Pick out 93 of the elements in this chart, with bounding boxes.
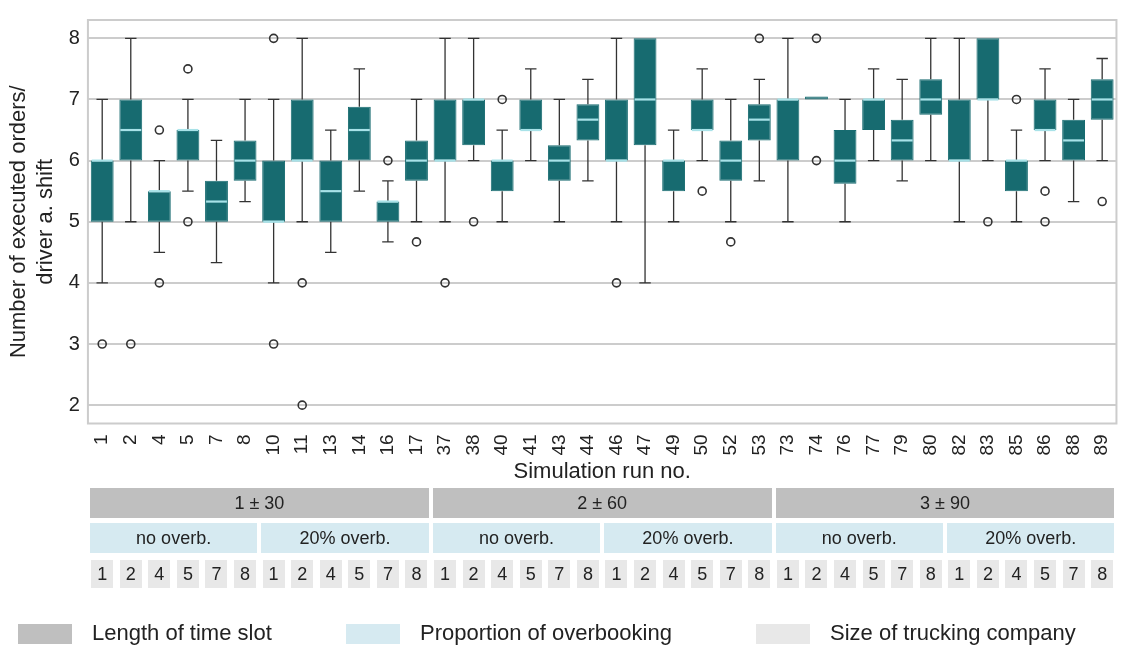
text: 4: [834, 560, 857, 588]
x-tick-label: 73: [776, 434, 798, 456]
text: 8: [234, 560, 257, 588]
x-tick-label: 50: [690, 434, 712, 456]
x-tick-label: 76: [833, 434, 855, 456]
x-tick-label: 41: [519, 434, 540, 456]
text: 20% overb.: [947, 523, 1115, 553]
x-tick-label: 13: [319, 434, 341, 456]
y-tick-label: 8: [68, 25, 80, 48]
x-tick-label: 85: [1004, 434, 1026, 456]
y-tick-label: 7: [68, 86, 80, 109]
text: 8: [1091, 560, 1114, 588]
text: 2: [462, 560, 485, 588]
y-axis-title: Number of executed orders/ driver a. shift: [5, 84, 57, 359]
x-tick-label: 11: [290, 434, 312, 455]
text: 8: [405, 560, 428, 588]
x-tick-label: 89: [1090, 434, 1112, 456]
x-tick-label: 37: [433, 434, 455, 456]
y-tick-label: 6: [68, 148, 80, 171]
x-tick-label: 74: [804, 434, 826, 456]
text: 8: [576, 560, 599, 588]
text: 4: [491, 560, 514, 588]
text: 2: [291, 560, 314, 588]
x-tick-label: 8: [233, 434, 255, 446]
x-tick-label: 16: [376, 434, 398, 456]
x-tick-label: 17: [404, 434, 426, 456]
text: 4: [148, 560, 171, 588]
x-tick-label: 7: [204, 434, 226, 446]
x-tick-label: 43: [547, 434, 569, 456]
y-tick-label: 3: [68, 331, 80, 354]
text: 8: [748, 560, 771, 588]
x-tick-label: 40: [490, 434, 512, 456]
y-tick-label: 2: [68, 392, 80, 415]
x-tick-label: 14: [347, 434, 369, 456]
x-tick-label: 1: [90, 434, 112, 446]
text: 4: [1005, 560, 1028, 588]
x-tick-label: 44: [576, 434, 598, 456]
text: 1: [948, 560, 971, 588]
text: Length of time slot: [92, 620, 272, 646]
text: 2: [805, 560, 828, 588]
text: 2: [119, 560, 142, 588]
text: 1: [262, 560, 285, 588]
x-tick-label: 46: [604, 434, 626, 456]
text: no overb.: [89, 523, 258, 553]
text: 5: [519, 560, 542, 588]
text: 4: [662, 560, 685, 588]
text: no overb.: [432, 523, 601, 553]
text: Size of trucking company: [830, 620, 1076, 646]
text: 2: [634, 560, 657, 588]
x-tick-label: 2: [119, 434, 141, 446]
text: 7: [719, 560, 742, 588]
text: 7: [376, 560, 399, 588]
x-tick-label: 83: [976, 434, 998, 456]
text: 1: [434, 560, 457, 588]
x-tick-label: 52: [718, 434, 740, 456]
x-tick-label: 82: [947, 434, 969, 456]
y-tick-label: 5: [68, 209, 80, 232]
text: 1: [776, 560, 799, 588]
text: 2 ± 60: [432, 488, 772, 518]
x-tick-label: 80: [918, 434, 940, 456]
text: 20% overb.: [604, 523, 772, 553]
text: 7: [891, 560, 914, 588]
text: Proportion of overbooking: [420, 620, 672, 646]
x-tick-label: 38: [461, 434, 483, 456]
text: 7: [1062, 560, 1085, 588]
text: 7: [205, 560, 228, 588]
text: 20% overb.: [261, 523, 429, 553]
text: 5: [691, 560, 714, 588]
text: no overb.: [775, 523, 944, 553]
x-tick-label: 47: [633, 434, 655, 456]
text: 5: [348, 560, 371, 588]
x-axis-title: Simulation run no.: [513, 457, 691, 483]
text: 4: [319, 560, 342, 588]
x-tick-label: 10: [261, 434, 283, 456]
x-tick-label: 88: [1061, 434, 1083, 456]
x-tick-label: 49: [661, 434, 683, 456]
text: 5: [862, 560, 885, 588]
x-tick-label: 86: [1033, 434, 1055, 456]
text: 5: [1034, 560, 1057, 588]
x-tick-label: 53: [747, 434, 769, 456]
text: 2: [976, 560, 999, 588]
x-tick-label: 5: [176, 434, 198, 446]
x-tick-label: 4: [147, 434, 169, 446]
text: 1: [91, 560, 114, 588]
x-tick-label: 79: [890, 434, 912, 456]
text: 7: [548, 560, 571, 588]
text: 3 ± 90: [775, 488, 1115, 518]
text: 1 ± 30: [89, 488, 429, 518]
x-tick-label: 77: [861, 434, 883, 456]
y-tick-label: 4: [68, 270, 80, 293]
text: 5: [176, 560, 199, 588]
text: 8: [919, 560, 942, 588]
text: 1: [605, 560, 628, 588]
